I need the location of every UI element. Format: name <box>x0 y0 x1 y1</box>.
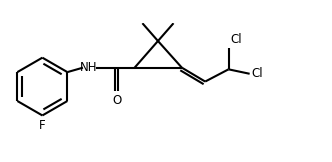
Text: Cl: Cl <box>252 67 264 80</box>
Text: NH: NH <box>80 61 97 74</box>
Text: Cl: Cl <box>231 33 242 46</box>
Text: O: O <box>113 94 122 107</box>
Text: F: F <box>39 119 46 132</box>
